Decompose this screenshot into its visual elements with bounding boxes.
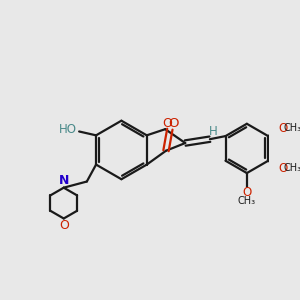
- Text: O: O: [278, 122, 287, 135]
- Text: O: O: [168, 116, 179, 130]
- Text: H: H: [209, 125, 218, 138]
- Text: CH₃: CH₃: [284, 164, 300, 173]
- Text: O: O: [162, 116, 172, 130]
- Text: O: O: [278, 162, 287, 175]
- Text: HO: HO: [59, 123, 77, 136]
- Text: N: N: [58, 174, 69, 187]
- Text: CH₃: CH₃: [238, 196, 256, 206]
- Text: O: O: [242, 186, 251, 199]
- Text: CH₃: CH₃: [284, 123, 300, 134]
- Text: O: O: [59, 219, 69, 232]
